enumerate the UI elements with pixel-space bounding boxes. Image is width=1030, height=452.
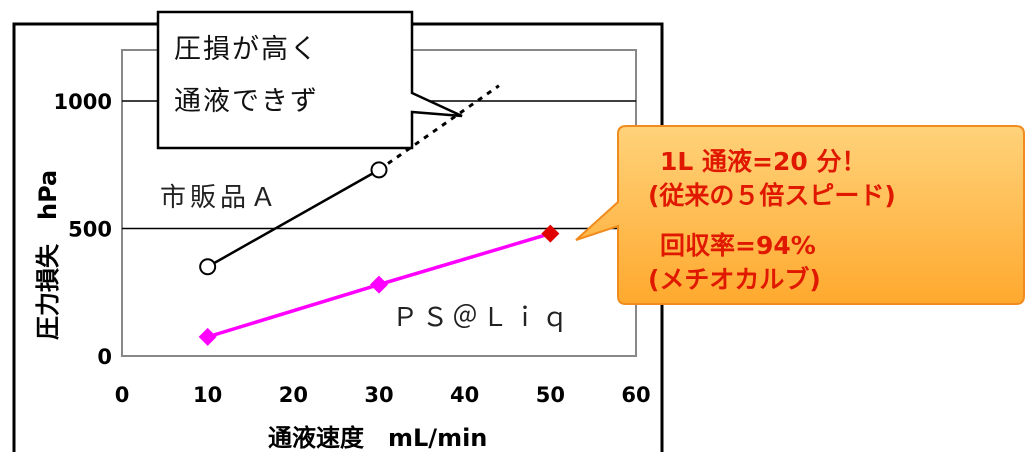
callout-left: 圧損が高く 通液できず	[156, 10, 463, 150]
series-extrapolation-commercial-a	[378, 84, 500, 172]
y-tick-label: 500	[68, 218, 112, 242]
data-point-ps-liq	[541, 224, 560, 243]
callout-right-line-1: 1L 通液=20 分！	[660, 147, 866, 176]
x-axis-title: 通液速度 mL/min	[268, 424, 487, 452]
data-point-ps-liq	[198, 327, 217, 346]
y-tick-label: 0	[97, 345, 112, 369]
x-tick-label: 60	[621, 383, 650, 407]
series-commercial-a	[199, 84, 500, 276]
x-tick-label: 0	[115, 383, 130, 407]
series-line-commercial-a	[207, 168, 380, 268]
data-point-commercial-a	[199, 258, 217, 276]
callout-left-line-1: 圧損が高く	[174, 34, 319, 65]
x-tick-label: 50	[536, 383, 565, 407]
callout-right: 1L 通液=20 分！ (従来の５倍スピード) 回収率=94% (メチオカルブ)	[575, 125, 1025, 305]
x-tick-label: 30	[364, 383, 393, 407]
x-tick-label: 20	[279, 383, 308, 407]
series-label-ps-liq: ＰＳ＠Ｌｉｑ	[392, 303, 572, 333]
x-tick-labels: 0 10 20 30 40 50 60	[115, 383, 651, 407]
callout-right-line-2: (従来の５倍スピード)	[648, 181, 896, 210]
data-point-ps-liq	[370, 275, 388, 294]
callout-right-line-4: (メチオカルブ)	[648, 265, 821, 294]
callout-left-line-2: 通液できず	[174, 86, 319, 117]
y-tick-labels: 0 500 1000	[54, 90, 112, 369]
y-tick-label: 1000	[54, 90, 112, 114]
series-label-commercial-a: 市販品Ａ	[160, 183, 280, 213]
callout-right-line-3: 回収率=94%	[660, 231, 816, 260]
y-axis-title: 圧力損失 hPa	[34, 170, 62, 340]
data-point-commercial-a	[370, 161, 388, 179]
series-ps-liq	[198, 224, 560, 346]
x-tick-label: 40	[450, 383, 479, 407]
x-tick-label: 10	[193, 383, 222, 407]
